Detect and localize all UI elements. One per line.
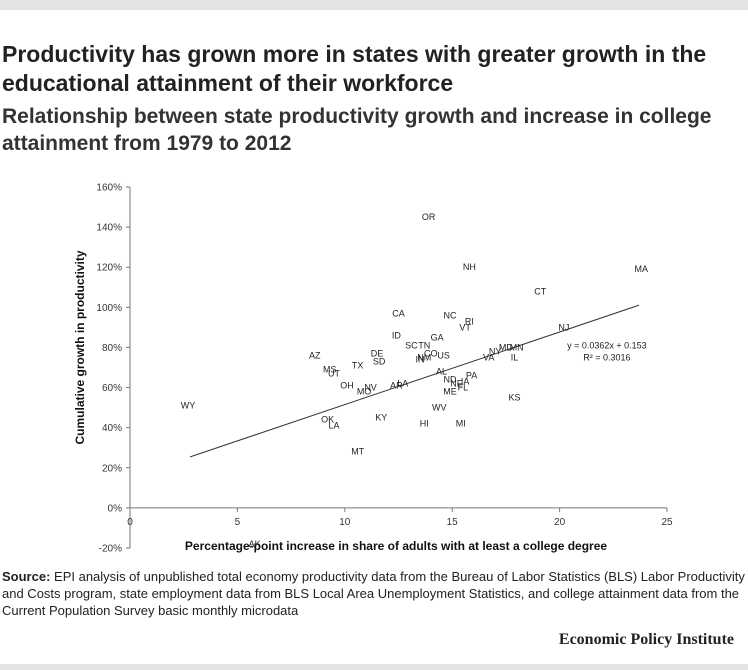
state-point-ak: AK: [249, 539, 261, 549]
x-tick-label: 0: [127, 517, 133, 528]
state-point-ne: NE: [450, 379, 463, 389]
state-point-la: LA: [329, 421, 340, 431]
y-tick-label: 140%: [96, 223, 122, 234]
chart-subtitle: Relationship between state productivity …: [2, 105, 712, 155]
trendline-group: [189, 304, 640, 458]
state-point-sd: SD: [373, 356, 386, 366]
state-point-ok: OK: [321, 415, 334, 425]
y-tick-label: 0%: [108, 503, 123, 514]
state-point-ga: GA: [431, 332, 444, 342]
state-point-ia: IA: [461, 377, 470, 387]
state-point-nh: NH: [463, 262, 476, 272]
y-tick-label: 160%: [96, 183, 122, 194]
state-point-nv: NV: [364, 383, 377, 393]
x-axis-label: Percentage-point increase in share of ad…: [185, 539, 607, 553]
state-point-de: DE: [371, 348, 384, 358]
top-divider-bar: [0, 0, 748, 10]
y-tick-label: 20%: [102, 463, 122, 474]
state-point-ct: CT: [534, 286, 546, 296]
state-point-al: AL: [436, 367, 447, 377]
state-point-sc: SC: [405, 340, 418, 350]
source-note: Source: EPI analysis of unpublished tota…: [2, 568, 746, 619]
state-point-ks: KS: [508, 393, 520, 403]
state-point-az: AZ: [309, 350, 321, 360]
x-tick-label: 5: [235, 517, 241, 528]
state-point-mo: MO: [357, 387, 372, 397]
state-point-fl: FL: [458, 383, 469, 393]
source-text: EPI analysis of unpublished total econom…: [2, 569, 745, 618]
y-axis-label: Cumulative growth in productivity: [73, 250, 87, 444]
state-point-wv: WV: [432, 403, 447, 413]
state-point-tx: TX: [352, 360, 364, 370]
state-point-or: OR: [422, 212, 436, 222]
bottom-divider-bar: [0, 664, 748, 670]
state-point-ut: UT: [328, 369, 340, 379]
state-point-pa: PA: [466, 371, 477, 381]
state-point-me: ME: [443, 387, 457, 397]
state-point-la: LA: [397, 379, 408, 389]
state-point-nc: NC: [444, 310, 457, 320]
state-point-nd: ND: [444, 375, 457, 385]
trendline: [189, 304, 640, 458]
y-tick-label: 60%: [102, 383, 122, 394]
state-point-us: US: [437, 350, 450, 360]
state-point-ar: AR: [390, 381, 403, 391]
state-point-nj: NJ: [558, 322, 569, 332]
state-point-md: MD: [499, 342, 513, 352]
y-tick-label: -20%: [99, 544, 122, 555]
state-point-nm: NM: [417, 352, 431, 362]
x-tick-label: 25: [661, 517, 673, 528]
x-tick-label: 15: [447, 517, 459, 528]
chart-title: Productivity has grown more in states wi…: [2, 41, 707, 96]
state-point-vt: VT: [459, 322, 471, 332]
state-point-mt: MT: [351, 447, 364, 457]
state-point-oh: OH: [340, 381, 354, 391]
y-tick-label: 80%: [102, 343, 122, 354]
trendline-equation: y = 0.0362x + 0.153: [567, 340, 647, 350]
state-point-mi: MI: [456, 419, 466, 429]
x-tick-label: 20: [554, 517, 566, 528]
scatter-chart: -20% 0% 20% 40% 60% 80% 100% 120% 140% 160% 0 5 10 1…: [73, 183, 673, 555]
y-axis: -20% 0% 20% 40% 60% 80% 100% 120% 140% 160%: [96, 183, 131, 555]
state-point-hi: HI: [420, 419, 429, 429]
state-point-mn: MN: [510, 342, 524, 352]
trendline-r-squared: R² = 0.3016: [583, 352, 630, 362]
state-point-tn: TN: [418, 340, 430, 350]
state-point-ms: MS: [323, 365, 337, 375]
y-tick-label: 120%: [96, 263, 122, 274]
state-point-ny: NY: [489, 346, 502, 356]
y-tick-label: 40%: [102, 423, 122, 434]
y-tick-label: 100%: [96, 303, 122, 314]
state-point-ky: KY: [375, 413, 387, 423]
state-point-ri: RI: [465, 316, 474, 326]
source-label: Source:: [2, 569, 51, 584]
state-point-ca: CA: [392, 308, 405, 318]
epi-brand-logo: Economic Policy Institute: [558, 631, 734, 648]
state-point-id: ID: [392, 330, 402, 340]
x-axis: 0 5 10 15 20 25: [127, 507, 673, 528]
state-point-wy: WY: [181, 401, 196, 411]
state-point-va: VA: [483, 352, 494, 362]
state-point-in: IN: [415, 354, 424, 364]
x-tick-label: 10: [339, 517, 351, 528]
state-point-il: IL: [511, 352, 519, 362]
state-point-ma: MA: [634, 264, 648, 274]
state-point-co: CO: [424, 348, 438, 358]
